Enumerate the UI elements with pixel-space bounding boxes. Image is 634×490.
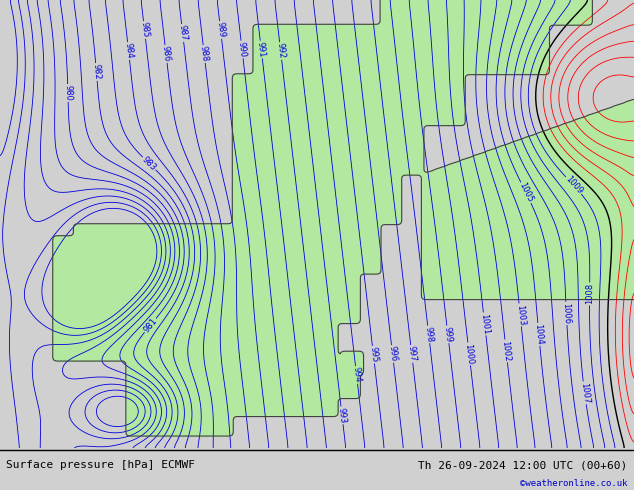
Text: 995: 995 (368, 346, 378, 363)
Text: 981: 981 (142, 317, 158, 334)
Text: 1006: 1006 (561, 303, 571, 324)
Text: 980: 980 (63, 85, 73, 101)
Text: 983: 983 (140, 155, 158, 172)
Text: 1007: 1007 (579, 382, 590, 404)
Text: 994: 994 (351, 367, 362, 383)
Text: 1005: 1005 (517, 181, 534, 204)
Text: 1001: 1001 (479, 313, 490, 335)
Text: 998: 998 (424, 326, 434, 343)
Text: 1004: 1004 (533, 323, 544, 345)
Text: 1003: 1003 (515, 304, 526, 326)
Text: Th 26-09-2024 12:00 UTC (00+60): Th 26-09-2024 12:00 UTC (00+60) (418, 460, 628, 470)
Text: 999: 999 (443, 326, 453, 343)
Text: 989: 989 (215, 22, 226, 38)
Text: 990: 990 (236, 41, 247, 58)
Text: 985: 985 (139, 22, 150, 38)
Text: Surface pressure [hPa] ECMWF: Surface pressure [hPa] ECMWF (6, 460, 195, 470)
Text: 982: 982 (91, 64, 101, 80)
Text: 993: 993 (337, 407, 347, 424)
Text: 1000: 1000 (463, 343, 475, 365)
Text: 1002: 1002 (500, 340, 512, 362)
Text: 986: 986 (160, 46, 171, 62)
Text: 987: 987 (178, 24, 188, 42)
Text: 991: 991 (256, 41, 267, 58)
Text: 997: 997 (406, 345, 417, 362)
Text: 1009: 1009 (563, 174, 584, 196)
Text: 988: 988 (199, 46, 210, 62)
Text: 1008: 1008 (585, 283, 594, 304)
Text: 996: 996 (387, 345, 398, 362)
Text: 984: 984 (123, 43, 134, 59)
Text: 992: 992 (275, 43, 286, 59)
Text: ©weatheronline.co.uk: ©weatheronline.co.uk (520, 479, 628, 488)
